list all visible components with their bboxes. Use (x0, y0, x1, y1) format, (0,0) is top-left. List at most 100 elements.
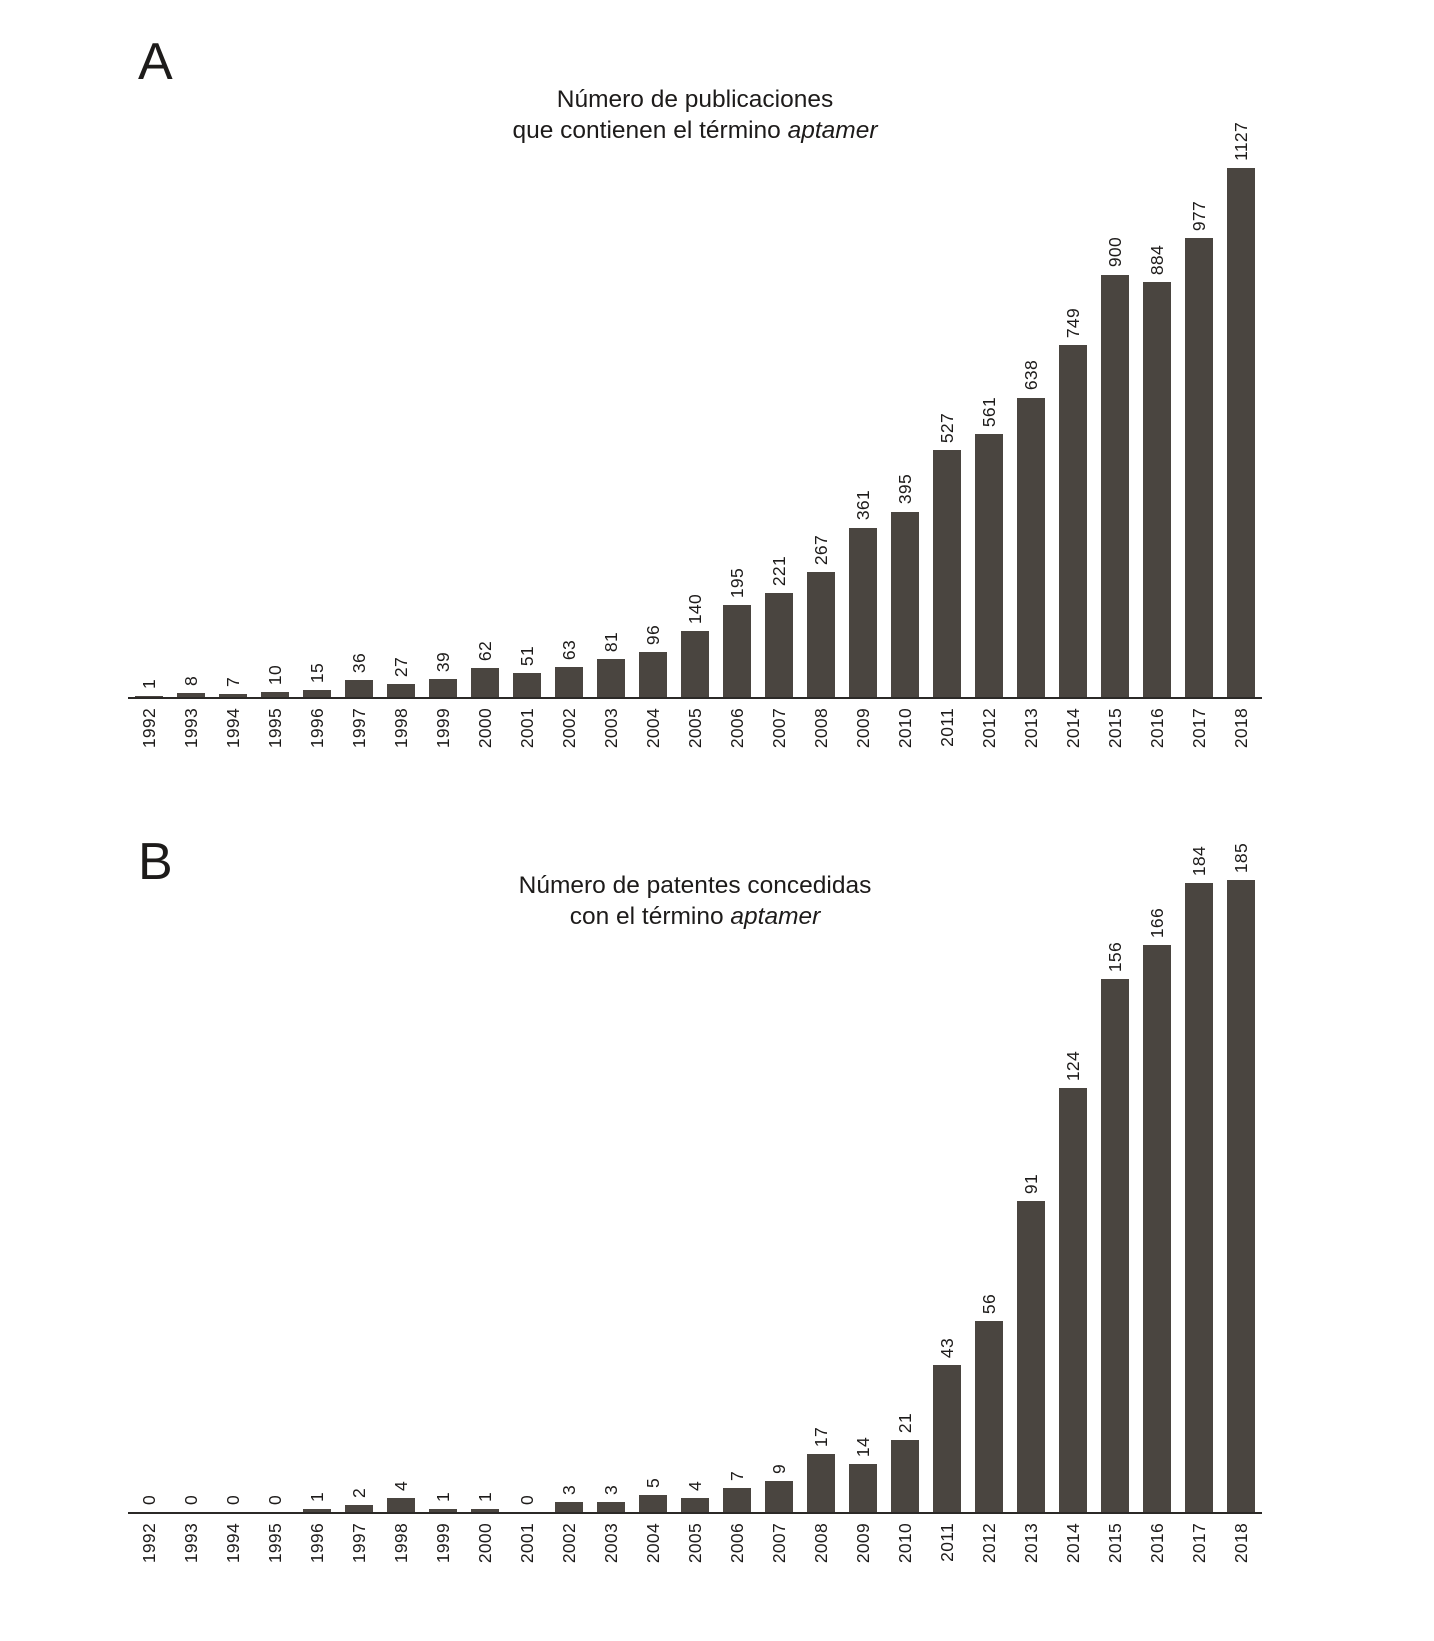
bar-column: 156 (1094, 880, 1136, 1512)
bar-column: 185 (1220, 843, 1262, 1512)
year-label: 1995 (264, 1523, 285, 1564)
value-label-wrap: 63 (548, 640, 590, 660)
bar-column: 2 (338, 880, 380, 1512)
value-label: 43 (936, 1338, 957, 1359)
bar (1017, 397, 1045, 697)
value-label-wrap: 395 (884, 474, 926, 504)
value-label: 27 (390, 657, 411, 678)
bar-column: 4 (380, 880, 422, 1512)
bar (1101, 979, 1129, 1512)
year-tick: 1996 (296, 699, 338, 787)
value-label: 5 (642, 1477, 663, 1488)
value-label: 185 (1230, 842, 1251, 873)
value-label: 3 (558, 1484, 579, 1495)
year-tick: 2008 (800, 699, 842, 787)
value-label-wrap: 0 (254, 1495, 296, 1505)
value-label-wrap: 124 (1052, 1051, 1094, 1081)
year-label: 2009 (852, 708, 873, 749)
bar (933, 1365, 961, 1512)
value-label-wrap: 140 (674, 594, 716, 624)
year-tick: 1997 (338, 1514, 380, 1602)
bar-column: 3 (590, 880, 632, 1512)
value-label: 14 (852, 1437, 873, 1458)
bar (429, 1508, 457, 1512)
x-axis-labels: 1992 1993 1994 1995 1996 1997 1998 1999 2000 2001… (128, 1514, 1262, 1602)
value-label: 0 (264, 1494, 285, 1505)
value-label: 561 (978, 396, 999, 427)
year-tick: 2013 (1010, 699, 1052, 787)
bar (177, 693, 205, 697)
value-label: 2 (348, 1488, 369, 1499)
bar (1185, 238, 1213, 697)
bar (933, 449, 961, 697)
panel-a-title-line1: Número de publicaciones (556, 86, 834, 113)
panel-b-title-line1: Número de patentes concedidas (518, 872, 872, 899)
bar-column: 124 (1052, 880, 1094, 1512)
year-tick: 2012 (968, 699, 1010, 787)
year-tick: 2006 (716, 1514, 758, 1602)
year-tick: 2018 (1220, 699, 1262, 787)
bar (723, 605, 751, 697)
year-label: 1997 (348, 708, 369, 749)
bar (1227, 168, 1255, 697)
value-label-wrap: 267 (800, 535, 842, 565)
bar (555, 1501, 583, 1512)
panel-a-title-line2-text: que contienen el término (512, 117, 781, 144)
bar (765, 1481, 793, 1512)
year-tick: 2010 (884, 699, 926, 787)
year-label: 2005 (684, 1523, 705, 1564)
bar-column: 21 (884, 880, 926, 1512)
value-label: 527 (936, 412, 957, 443)
value-label-wrap: 1 (464, 1492, 506, 1502)
value-label-wrap: 96 (632, 625, 674, 645)
bar (471, 1508, 499, 1512)
year-tick: 2007 (758, 1514, 800, 1602)
value-label-wrap: 527 (926, 413, 968, 443)
year-tick: 2009 (842, 1514, 884, 1602)
bar (849, 527, 877, 697)
bar-column: 1 (464, 880, 506, 1512)
value-label-wrap: 7 (212, 677, 254, 687)
year-tick: 2017 (1178, 699, 1220, 787)
panel-a-publications: A Número de publicaciones que contienen … (0, 0, 1434, 800)
bar (639, 1494, 667, 1512)
value-label: 3 (600, 1484, 621, 1495)
year-label: 1992 (138, 708, 159, 749)
value-label-wrap: 8 (170, 676, 212, 686)
bar (639, 651, 667, 697)
year-label: 2001 (516, 1523, 537, 1564)
value-label: 1127 (1230, 122, 1251, 161)
value-label: 4 (390, 1481, 411, 1492)
bar (1101, 274, 1129, 697)
bar (975, 433, 1003, 697)
bar-column: 561 (968, 168, 1010, 697)
year-tick: 2009 (842, 699, 884, 787)
bar-column: 43 (926, 880, 968, 1512)
value-label: 63 (558, 640, 579, 661)
year-tick: 2005 (674, 1514, 716, 1602)
year-tick: 1998 (380, 1514, 422, 1602)
bar-column: 1127 (1220, 122, 1262, 697)
year-tick: 1993 (170, 699, 212, 787)
plot-area: 1 8 7 10 15 36 27 39 62 51 63 81 96 140 195 221 267 361 39… (128, 122, 1262, 699)
bar-column: 4 (674, 880, 716, 1512)
value-label-wrap: 185 (1220, 843, 1262, 873)
bar-column: 15 (296, 168, 338, 697)
year-label: 2004 (642, 1523, 663, 1564)
year-label: 2015 (1104, 708, 1125, 749)
year-label: 2010 (894, 708, 915, 749)
bar-chart-publications: 1 8 7 10 15 36 27 39 62 51 63 81 96 140 195 221 267 361 39… (128, 122, 1262, 787)
bar (807, 571, 835, 697)
value-label: 8 (180, 676, 201, 687)
bar-column: 1 (128, 168, 170, 697)
bar (1143, 944, 1171, 1512)
year-tick: 2011 (926, 1514, 968, 1602)
value-label: 51 (516, 645, 537, 667)
bar-chart-patents: 0 0 0 0 1 2 4 1 1 0 3 3 5 4 7 9 17 14 21 43 56 91 124 156 166 184… (128, 843, 1262, 1602)
value-label-wrap: 21 (884, 1413, 926, 1433)
value-label-wrap: 17 (800, 1427, 842, 1447)
year-label: 2011 (936, 1523, 957, 1562)
year-label: 1999 (432, 1523, 453, 1564)
year-label: 2017 (1188, 708, 1209, 749)
value-label: 1 (138, 678, 159, 689)
